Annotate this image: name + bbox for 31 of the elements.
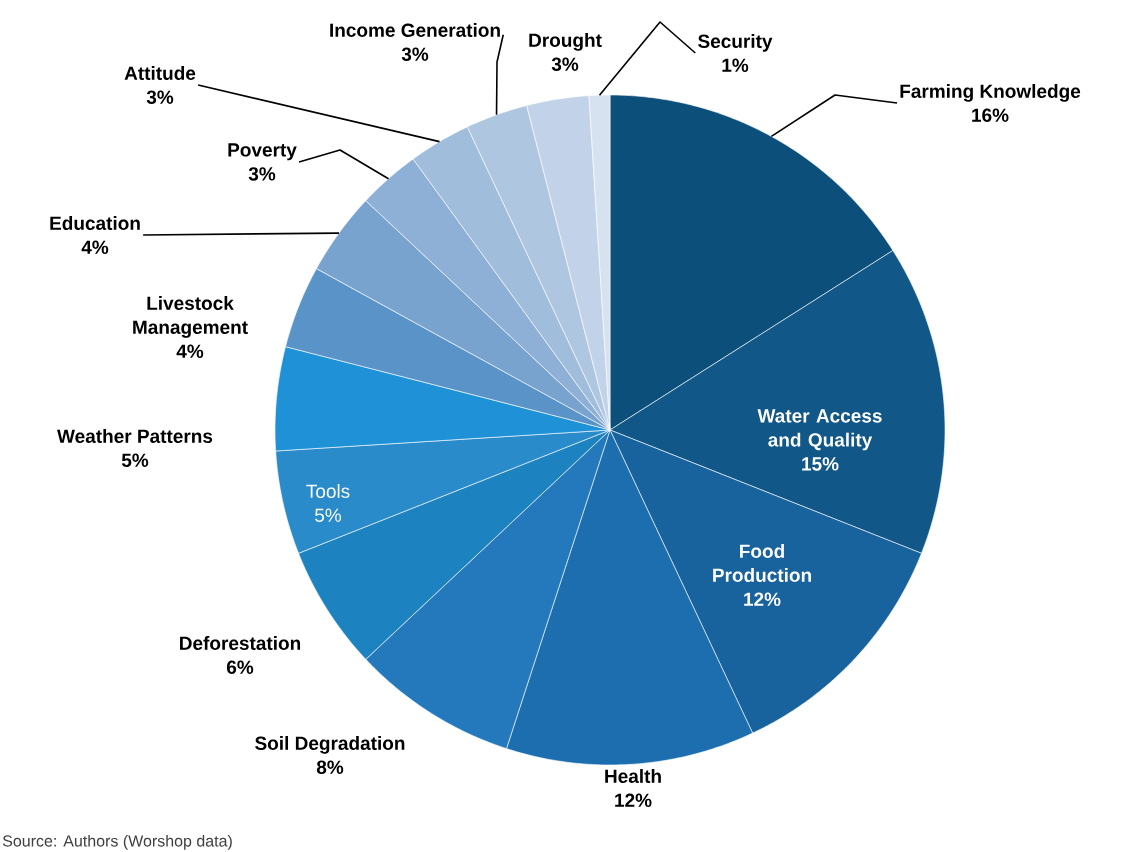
slice-label: Livestock Management <box>133 296 248 338</box>
slice-label: Health <box>605 769 661 783</box>
slice-label: Security <box>698 34 773 52</box>
slice-label: Income Generation <box>330 23 500 37</box>
data-label: 3% <box>146 90 174 104</box>
slice-label: Weather Patterns <box>57 429 213 443</box>
slice-label: Attitude <box>124 66 196 80</box>
data-label: 1% <box>722 58 749 72</box>
data-label: 8% <box>316 760 344 774</box>
slice-label: Farming Knowledge <box>900 84 1081 102</box>
slice-label: Poverty <box>228 143 297 161</box>
data-label: 5% <box>315 508 342 522</box>
data-label: 5% <box>121 453 149 467</box>
slice-label: Drought <box>529 33 602 51</box>
data-label: 3% <box>551 57 579 71</box>
data-label: 6% <box>226 660 254 674</box>
data-label: 4% <box>176 344 204 358</box>
data-label: 3% <box>248 167 276 181</box>
data-label: 15% <box>802 457 839 471</box>
data-label: 12% <box>744 592 781 606</box>
slice-label: Soil Degradation <box>255 736 405 754</box>
source-note: Source: Authors (Worshop data) <box>2 834 232 850</box>
slice-label: Water Access and Quality <box>757 409 882 451</box>
slice-label: Education <box>50 216 140 230</box>
data-label: 12% <box>615 793 652 807</box>
data-label: 3% <box>401 47 429 61</box>
data-label: 4% <box>81 240 109 254</box>
slice-label: Tools <box>306 484 350 498</box>
data-label: 16% <box>972 108 1009 122</box>
slice-label: Deforestation <box>180 636 301 650</box>
slice-label: Food Production <box>713 544 811 582</box>
